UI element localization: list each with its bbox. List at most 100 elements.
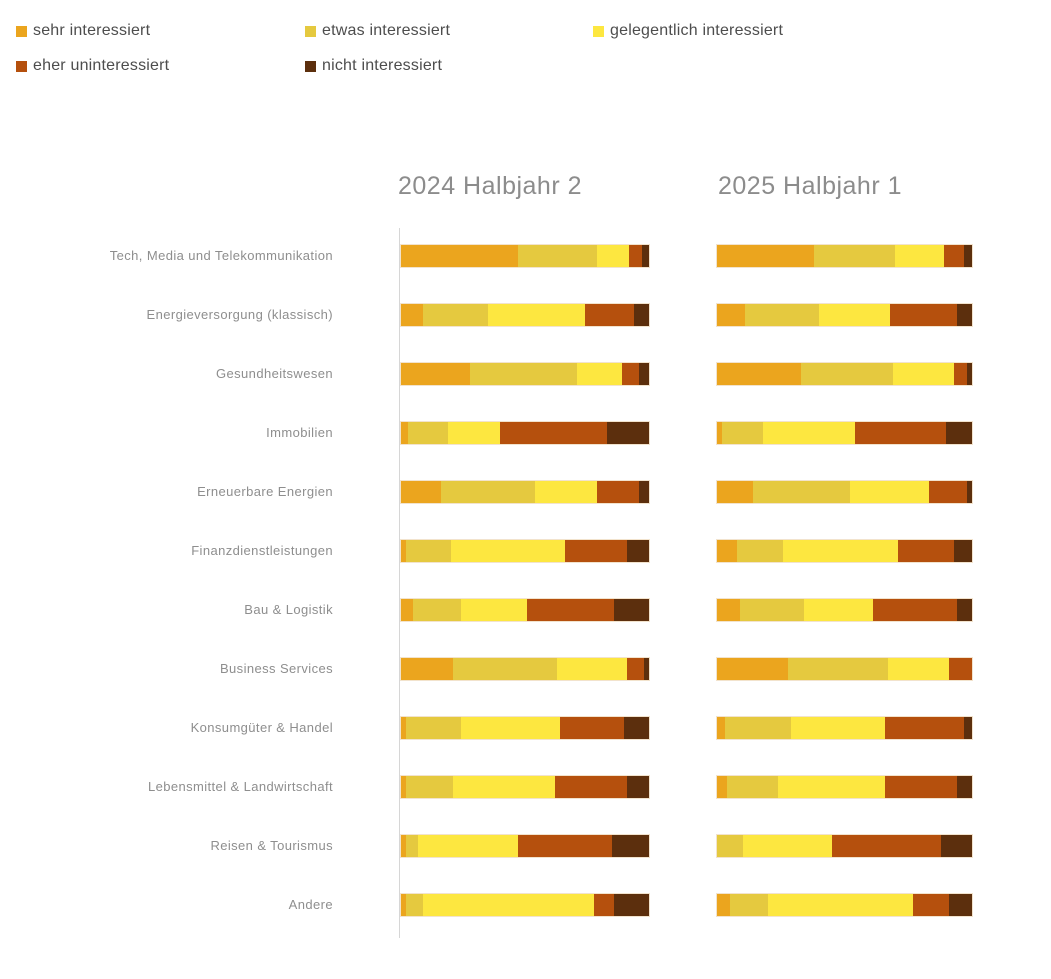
category-label: Energieversorgung (klassisch)	[146, 307, 333, 322]
chart-row: Andere	[0, 893, 1051, 917]
bar-segment-gelegentlich	[453, 776, 555, 798]
bar-segment-eher	[913, 894, 950, 916]
stacked-bar-2025-halbjahr-1	[716, 244, 973, 268]
chart-row: Lebensmittel & Landwirtschaft	[0, 775, 1051, 799]
chart-row: Energieversorgung (klassisch)	[0, 303, 1051, 327]
bar-segment-eher	[890, 304, 957, 326]
bar-segment-gelegentlich	[892, 363, 955, 385]
bar-segment-eher	[596, 481, 640, 503]
bar-segment-gelegentlich	[778, 776, 886, 798]
bar-segment-eher	[594, 894, 615, 916]
chart-row: Tech, Media und Telekommunikation	[0, 244, 1051, 268]
bar-segment-sehr	[717, 540, 738, 562]
bar-segment-nicht	[624, 717, 649, 739]
bar-segment-etwas	[405, 835, 419, 857]
category-label: Reisen & Tourismus	[210, 838, 333, 853]
bar-segment-eher	[949, 658, 972, 680]
bar-segment-etwas	[788, 658, 888, 680]
legend-item-nicht-interessiert: nicht interessiert	[305, 57, 593, 75]
bar-segment-eher	[943, 245, 965, 267]
bar-segment-etwas	[440, 481, 535, 503]
bar-segment-gelegentlich	[895, 245, 944, 267]
bar-segment-sehr	[401, 481, 441, 503]
bar-segment-sehr	[401, 363, 471, 385]
stacked-bar-2025-halbjahr-1	[716, 716, 973, 740]
category-label: Finanzdienstleistungen	[191, 543, 333, 558]
category-label: Lebensmittel & Landwirtschaft	[147, 779, 333, 794]
bar-segment-gelegentlich	[450, 540, 565, 562]
bar-segment-gelegentlich	[887, 658, 950, 680]
bar-segment-eher	[872, 599, 957, 621]
bar-segment-sehr	[401, 245, 518, 267]
category-label: Konsumgüter & Handel	[190, 720, 333, 735]
bar-segment-gelegentlich	[418, 835, 518, 857]
bar-segment-etwas	[453, 658, 558, 680]
stacked-bar-2024-halbjahr-2	[400, 421, 650, 445]
bar-segment-sehr	[717, 894, 730, 916]
bar-segment-etwas	[413, 599, 461, 621]
stacked-bar-2024-halbjahr-2	[400, 598, 650, 622]
bar-segment-gelegentlich	[534, 481, 597, 503]
bar-segment-sehr	[717, 422, 723, 444]
category-label: Erneuerbare Energien	[197, 484, 333, 499]
bar-segment-sehr	[401, 599, 414, 621]
bar-segment-eher	[517, 835, 612, 857]
legend-swatch-sehr-icon	[16, 25, 27, 37]
bar-segment-eher	[559, 717, 625, 739]
bar-segment-sehr	[401, 422, 409, 444]
bar-segment-sehr	[401, 894, 406, 916]
bar-segment-etwas	[405, 776, 454, 798]
bar-segment-eher	[885, 776, 957, 798]
stacked-bar-2025-halbjahr-1	[716, 834, 973, 858]
bar-segment-nicht	[611, 835, 649, 857]
bar-segment-eher	[928, 481, 967, 503]
chart-row: Konsumgüter & Handel	[0, 716, 1051, 740]
bar-segment-etwas	[717, 835, 743, 857]
bar-segment-nicht	[639, 481, 649, 503]
bar-segment-gelegentlich	[460, 717, 560, 739]
stacked-bar-2024-halbjahr-2	[400, 362, 650, 386]
legend-label: gelegentlich interessiert	[610, 22, 784, 39]
chart-row: Gesundheitswesen	[0, 362, 1051, 386]
stacked-bar-2025-halbjahr-1	[716, 893, 973, 917]
bar-segment-gelegentlich	[557, 658, 627, 680]
bar-segment-sehr	[717, 658, 789, 680]
bar-segment-nicht	[626, 776, 649, 798]
stacked-bar-2025-halbjahr-1	[716, 539, 973, 563]
bar-segment-gelegentlich	[768, 894, 914, 916]
bar-segment-eher	[554, 776, 627, 798]
bar-segment-sehr	[717, 245, 814, 267]
bar-segment-sehr	[717, 304, 746, 326]
bar-segment-nicht	[956, 776, 972, 798]
bar-segment-eher	[500, 422, 607, 444]
category-label: Immobilien	[266, 425, 333, 440]
bar-segment-etwas	[729, 894, 768, 916]
legend-swatch-eher-icon	[16, 60, 27, 72]
bar-segment-eher	[626, 658, 645, 680]
bar-segment-etwas	[722, 422, 763, 444]
legend-label: eher uninteressiert	[33, 57, 170, 74]
bar-segment-eher	[527, 599, 615, 621]
legend-label: nicht interessiert	[322, 57, 443, 74]
stacked-bar-2024-halbjahr-2	[400, 303, 650, 327]
bar-segment-nicht	[641, 245, 649, 267]
bar-segment-sehr	[401, 717, 406, 739]
bar-segment-gelegentlich	[577, 363, 622, 385]
bar-segment-sehr	[401, 776, 406, 798]
stacked-bar-2025-halbjahr-1	[716, 657, 973, 681]
bar-segment-eher	[885, 717, 965, 739]
bar-segment-gelegentlich	[460, 599, 528, 621]
bar-segment-nicht	[644, 658, 649, 680]
bar-segment-nicht	[964, 717, 972, 739]
bar-segment-eher	[564, 540, 627, 562]
legend: sehr interessiert etwas interessiert gel…	[16, 22, 936, 75]
bar-segment-eher	[584, 304, 635, 326]
stacked-bar-2024-halbjahr-2	[400, 539, 650, 563]
legend-swatch-nicht-icon	[305, 60, 316, 72]
bar-segment-nicht	[949, 894, 972, 916]
chart-row: Immobilien	[0, 421, 1051, 445]
category-label: Business Services	[219, 661, 333, 676]
stacked-bar-2024-halbjahr-2	[400, 893, 650, 917]
bar-segment-gelegentlich	[849, 481, 929, 503]
